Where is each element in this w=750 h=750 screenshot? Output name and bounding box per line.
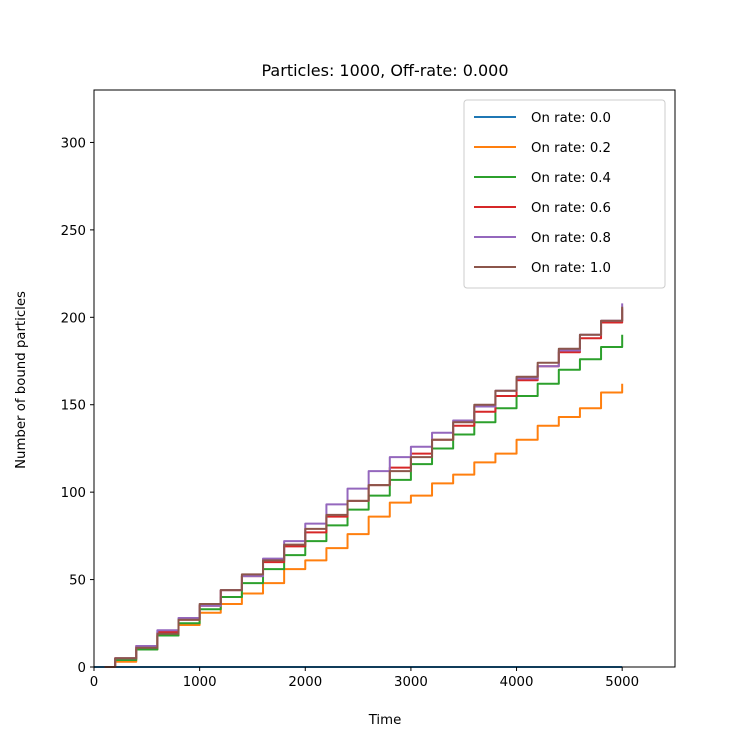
- legend-label: On rate: 0.4: [531, 171, 611, 186]
- series-line-2: [104, 334, 624, 668]
- y-tick-label: 200: [61, 311, 86, 326]
- y-tick-label: 250: [61, 224, 86, 239]
- legend-box: [463, 99, 666, 289]
- legend: On rate: 0.0 On rate: 0.2 On rate: 0.4 On r…: [463, 99, 666, 289]
- x-axis-label: Time: [368, 713, 402, 728]
- plot-lines: [94, 303, 624, 668]
- y-tick-label: 50: [69, 574, 86, 589]
- y-axis: 0 50 100 150 200 250 300: [61, 136, 94, 676]
- legend-label: On rate: 0.2: [531, 141, 611, 156]
- x-tick-label: 1000: [183, 675, 217, 690]
- x-tick-label: 4000: [500, 675, 534, 690]
- x-tick-label: 0: [90, 675, 98, 690]
- series-line-5: [104, 306, 624, 668]
- legend-label: On rate: 0.8: [531, 231, 611, 246]
- legend-label: On rate: 0.6: [531, 201, 611, 216]
- x-tick-label: 5000: [605, 675, 639, 690]
- y-tick-label: 0: [78, 661, 86, 676]
- x-tick-label: 3000: [394, 675, 428, 690]
- y-axis-label: Number of bound particles: [14, 291, 29, 469]
- y-tick-label: 150: [61, 399, 86, 414]
- series-line-4: [104, 303, 624, 668]
- y-tick-label: 300: [61, 136, 86, 151]
- chart-title: Particles: 1000, Off-rate: 0.000: [262, 61, 509, 80]
- x-axis: 0 1000 2000 3000 4000 5000: [90, 667, 639, 690]
- x-tick-label: 2000: [288, 675, 322, 690]
- series-line-1: [104, 383, 624, 668]
- y-tick-label: 100: [61, 486, 86, 501]
- legend-label: On rate: 0.0: [531, 111, 611, 126]
- plot-frame: [93, 89, 676, 668]
- legend-label: On rate: 1.0: [531, 261, 611, 276]
